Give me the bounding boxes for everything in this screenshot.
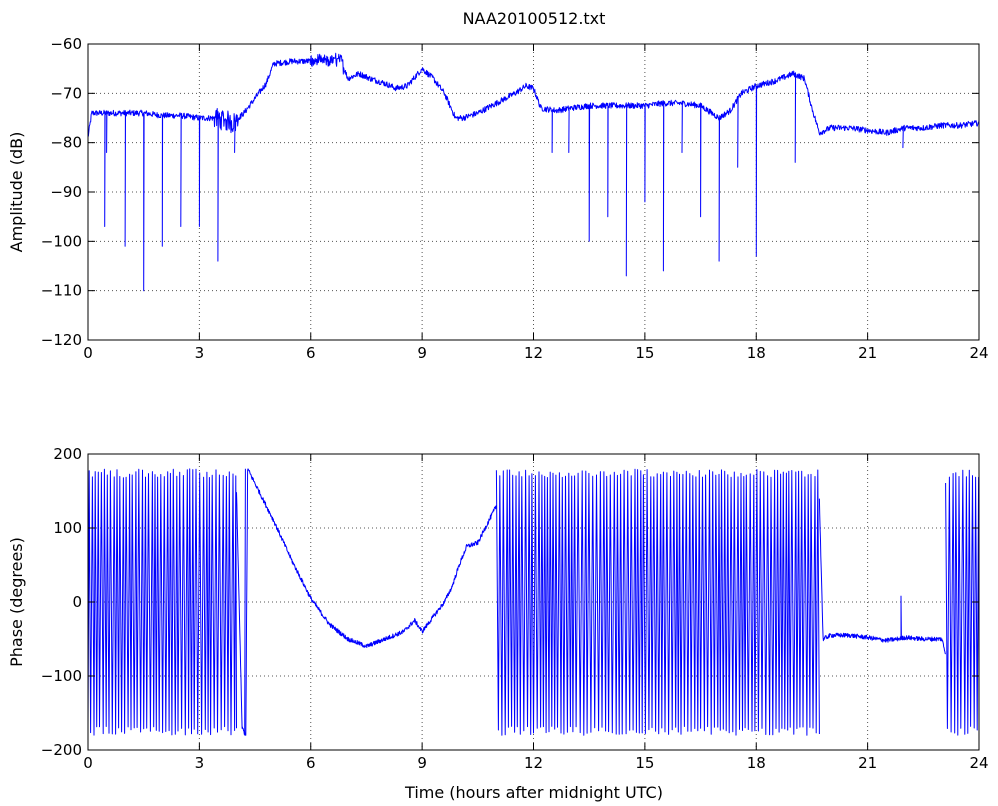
amplitude-ticks: 0 3 6 9 12 15 18 21 24 −120 −110 −100 −90 −80 −70 −60 [41,35,989,362]
phase-x-tick-label: 18 [747,754,766,772]
phase-plot: 0 3 6 9 12 15 18 21 24 −200 −100 0 100 200 Phase (deg… [7,445,989,802]
phase-y-tick-label: −200 [41,741,82,759]
phase-ticks: 0 3 6 9 12 15 18 21 24 −200 −100 0 100 200 [41,445,989,772]
amplitude-x-tick-label: 0 [83,344,93,362]
amplitude-y-axis-label: Amplitude (dB) [7,132,26,253]
amplitude-y-tick-label: −90 [50,183,82,201]
amplitude-y-tick-label: −110 [41,282,82,300]
amplitude-series-line [87,52,980,292]
phase-series-line [87,468,980,736]
phase-x-tick-label: 6 [306,754,316,772]
amplitude-y-tick-label: −80 [50,134,82,152]
phase-x-tick-label: 24 [969,754,988,772]
amplitude-x-tick-label: 24 [969,344,988,362]
amplitude-y-tick-label: −100 [41,232,82,250]
amplitude-x-tick-label: 3 [195,344,205,362]
figure-title: NAA20100512.txt [463,9,606,28]
phase-x-tick-label: 21 [858,754,877,772]
phase-x-tick-label: 12 [524,754,543,772]
amplitude-x-tick-label: 6 [306,344,316,362]
phase-x-tick-label: 9 [417,754,427,772]
amplitude-y-tick-label: −60 [50,35,82,53]
amplitude-x-tick-label: 21 [858,344,877,362]
phase-x-tick-label: 15 [635,754,654,772]
phase-y-tick-label: 100 [53,519,82,537]
amplitude-y-tick-label: −120 [41,331,82,349]
phase-x-axis-label: Time (hours after midnight UTC) [404,783,663,802]
amplitude-x-tick-label: 9 [417,344,427,362]
amplitude-x-tick-label: 12 [524,344,543,362]
amplitude-y-tick-label: −70 [50,84,82,102]
amplitude-x-tick-label: 18 [747,344,766,362]
phase-x-tick-label: 3 [195,754,205,772]
phase-y-axis-label: Phase (degrees) [7,537,26,667]
phase-x-tick-label: 0 [83,754,93,772]
amplitude-plot: 0 3 6 9 12 15 18 21 24 −120 −110 −100 −90 −80 −70 −60 A… [7,35,989,362]
phase-y-tick-label: 0 [72,593,82,611]
phase-y-tick-label: 200 [53,445,82,463]
amplitude-x-tick-label: 15 [635,344,654,362]
phase-y-tick-label: −100 [41,667,82,685]
